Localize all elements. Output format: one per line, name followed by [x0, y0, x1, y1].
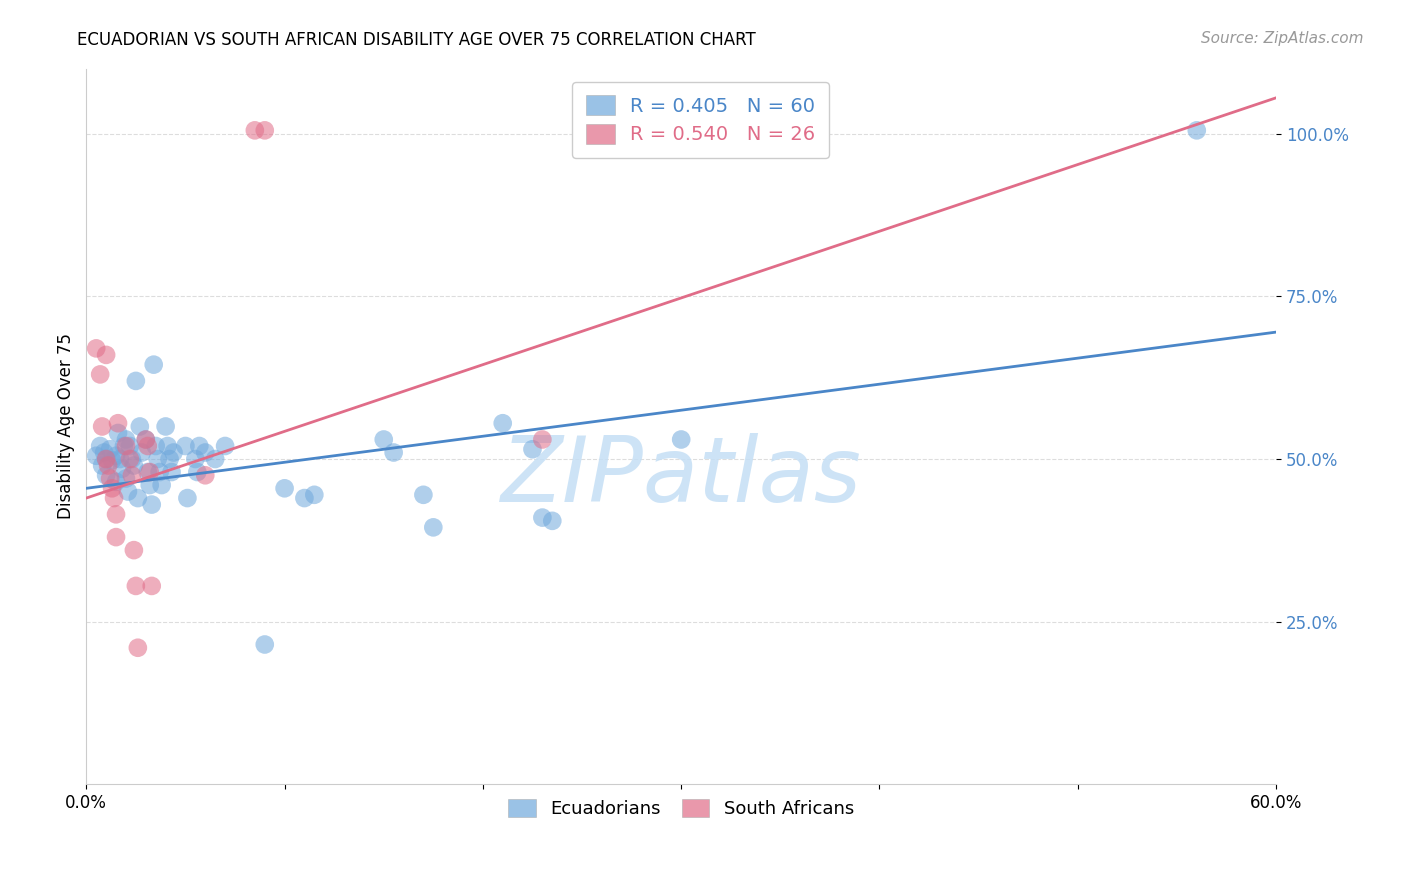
Point [373, 433, 395, 447]
Point [89, 439, 111, 453]
Point [91, 458, 114, 473]
Point [273, 481, 295, 495]
Point [253, 638, 276, 652]
Point [186, 465, 208, 479]
Point [94, 348, 117, 362]
Point [412, 488, 434, 502]
Point [139, 465, 162, 479]
Point [146, 452, 169, 467]
Point [122, 543, 145, 558]
Point [115, 471, 138, 485]
Point [125, 579, 148, 593]
Point [253, 123, 276, 137]
Point [121, 468, 143, 483]
Point [243, 123, 266, 137]
Text: Source: ZipAtlas.com: Source: ZipAtlas.com [1201, 31, 1364, 46]
Point [135, 433, 157, 447]
Point [117, 484, 139, 499]
Point [89, 368, 111, 382]
Point [93, 445, 115, 459]
Point [155, 419, 177, 434]
Point [98, 442, 121, 457]
Point [127, 491, 149, 505]
Point [174, 439, 197, 453]
Point [141, 579, 163, 593]
Point [84, 342, 107, 356]
Point [97, 458, 120, 473]
Point [145, 439, 167, 453]
Point [188, 439, 211, 453]
Point [162, 445, 184, 459]
Point [112, 439, 135, 453]
Point [139, 478, 162, 492]
Point [105, 449, 128, 463]
Point [522, 442, 544, 457]
Point [541, 514, 564, 528]
Point [125, 374, 148, 388]
Point [184, 452, 207, 467]
Point [105, 530, 128, 544]
Point [105, 508, 128, 522]
Point [156, 439, 179, 453]
Point [149, 465, 172, 479]
Point [160, 465, 183, 479]
Point [107, 425, 129, 440]
Point [84, 449, 107, 463]
Point [136, 465, 159, 479]
Legend: Ecuadorians, South Africans: Ecuadorians, South Africans [501, 792, 860, 825]
Point [94, 468, 117, 483]
Point [135, 433, 157, 447]
Point [121, 452, 143, 467]
Point [122, 458, 145, 473]
Point [150, 478, 173, 492]
Point [214, 439, 236, 453]
Point [105, 475, 128, 489]
Point [107, 416, 129, 430]
Point [111, 462, 134, 476]
Point [94, 452, 117, 467]
Point [176, 491, 198, 505]
Point [1185, 123, 1208, 137]
Point [531, 510, 554, 524]
Point [118, 452, 141, 467]
Point [422, 520, 444, 534]
Point [141, 498, 163, 512]
Point [194, 468, 217, 483]
Point [304, 488, 326, 502]
Point [159, 452, 181, 467]
Point [101, 481, 124, 495]
Point [127, 640, 149, 655]
Point [194, 445, 217, 459]
Point [492, 416, 515, 430]
Point [136, 439, 159, 453]
Point [204, 452, 226, 467]
Point [142, 358, 165, 372]
Text: ZIPatlas: ZIPatlas [501, 433, 862, 521]
Point [101, 453, 124, 467]
Point [382, 445, 405, 459]
Point [115, 439, 138, 453]
Point [115, 433, 138, 447]
Point [98, 471, 121, 485]
Point [91, 419, 114, 434]
Point [669, 433, 692, 447]
Point [118, 439, 141, 453]
Y-axis label: Disability Age Over 75: Disability Age Over 75 [58, 334, 75, 519]
Point [531, 433, 554, 447]
Point [128, 419, 150, 434]
Point [108, 452, 131, 467]
Point [131, 445, 153, 459]
Point [94, 452, 117, 467]
Text: ECUADORIAN VS SOUTH AFRICAN DISABILITY AGE OVER 75 CORRELATION CHART: ECUADORIAN VS SOUTH AFRICAN DISABILITY A… [77, 31, 756, 49]
Point [103, 491, 125, 505]
Point [294, 491, 316, 505]
